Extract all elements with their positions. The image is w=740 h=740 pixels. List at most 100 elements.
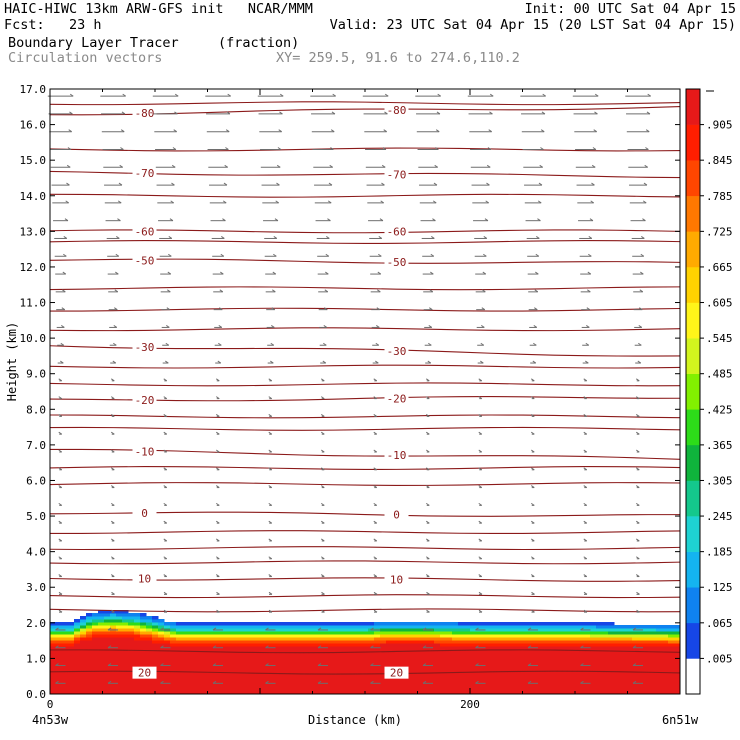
circulation-vector-head — [478, 556, 483, 560]
circulation-vector-head — [332, 93, 336, 97]
circulation-vector-head — [587, 289, 591, 293]
circulation-vector-head — [320, 485, 325, 489]
circulation-vector-head — [583, 538, 588, 542]
circulation-vector-head — [268, 538, 273, 542]
circulation-vector-head — [531, 609, 535, 613]
circulation-vector-head — [215, 467, 220, 471]
circulation-vector-head — [482, 289, 486, 293]
circulation-vector-head — [425, 574, 430, 577]
y-tick-label: 9.0 — [26, 368, 46, 381]
circulation-vector-head — [635, 485, 640, 489]
colorbar-label: .245 — [706, 510, 733, 523]
circulation-vector-head — [592, 147, 597, 150]
circulation-vector-head — [591, 164, 596, 168]
circulation-vector-head — [588, 236, 593, 239]
circulation-vector-head — [635, 538, 640, 542]
circulation-vector-head — [330, 129, 335, 133]
colorbar-label: .905 — [706, 119, 733, 132]
circulation-vector-head — [583, 502, 588, 506]
circulation-vector-head — [110, 431, 115, 435]
circulation-vector-head — [60, 342, 65, 346]
circulation-vector-head — [222, 200, 227, 204]
circulation-vector-head — [273, 253, 277, 257]
circulation-vector-head — [163, 609, 168, 613]
colorbar-swatch — [686, 266, 700, 303]
circulation-vector-head — [475, 627, 479, 631]
circulation-vector-head — [166, 307, 171, 311]
circulation-vector-head — [484, 218, 489, 222]
circulation-vector-head — [110, 378, 115, 382]
circulation-vector-head — [61, 325, 65, 328]
circulation-vector-head — [432, 200, 437, 204]
circulation-vector-head — [373, 485, 378, 489]
colorbar-swatch — [686, 516, 700, 552]
colorbar-label: .785 — [706, 190, 733, 203]
circulation-vector-head — [370, 663, 374, 666]
colorbar-swatch — [686, 302, 700, 339]
circulation-vector-head — [583, 396, 588, 400]
circulation-vector-head — [58, 591, 63, 595]
circulation-vector-head — [478, 378, 483, 382]
contour-label: -30 — [387, 345, 407, 358]
circulation-vector-head — [222, 218, 226, 222]
circulation-vector-head — [119, 164, 123, 168]
circulation-vector-head — [326, 236, 330, 239]
circulation-vector-head — [475, 645, 479, 649]
circulation-vector-head — [475, 680, 479, 684]
circulation-vector-head — [55, 645, 59, 649]
circulation-vector-head — [165, 342, 170, 346]
circulation-vector-head — [321, 609, 325, 613]
contour-line — [49, 530, 681, 535]
circulation-vector-head — [478, 413, 483, 417]
y-tick-label: 16.0 — [20, 119, 47, 132]
circulation-vector-head — [219, 289, 224, 293]
circulation-vector-head — [163, 431, 168, 435]
circulation-vector-head — [268, 485, 273, 489]
contour-label: -50 — [387, 256, 407, 269]
circulation-vector-head — [270, 342, 275, 346]
circulation-vector-head — [383, 129, 387, 133]
circulation-vector-head — [268, 556, 273, 560]
circulation-vector-head — [279, 93, 284, 97]
x-tick-label: 200 — [460, 698, 480, 711]
circulation-vector-head — [268, 609, 273, 613]
circulation-vector-head — [635, 378, 640, 382]
circulation-vector-head — [265, 645, 269, 649]
circulation-vector-head — [215, 485, 220, 489]
contour-label: -50 — [135, 254, 155, 267]
circulation-vector-head — [110, 413, 115, 417]
circulation-vector-head — [215, 396, 220, 400]
circulation-vector-head — [216, 591, 220, 595]
circulation-vector-head — [215, 538, 220, 542]
circulation-vector-head — [644, 164, 648, 168]
circulation-vector-head — [431, 236, 435, 239]
contour-label: -80 — [387, 104, 407, 117]
circulation-vector-head — [425, 431, 430, 435]
circulation-vector-head — [483, 236, 488, 239]
y-tick-label: 2.0 — [26, 617, 46, 630]
circulation-vector-head — [425, 538, 430, 542]
circulation-vector-head — [110, 396, 115, 400]
circulation-vector-head — [429, 289, 434, 293]
circulation-vector-head — [587, 271, 592, 275]
circulation-vector-head — [163, 502, 168, 506]
circulation-vector-head — [58, 396, 63, 400]
circulation-vector-head — [268, 378, 273, 382]
circulation-vector-head — [278, 129, 282, 133]
circulation-vector-head — [379, 218, 384, 222]
circulation-vector-head — [537, 200, 542, 204]
circulation-vector-head — [320, 502, 325, 506]
circulation-vector-head — [330, 147, 334, 150]
circulation-vector-head — [327, 218, 331, 222]
circulation-vector-head — [68, 129, 72, 133]
contour-label: -60 — [135, 225, 155, 238]
circulation-vector-head — [589, 218, 594, 222]
y-tick-label: 15.0 — [20, 154, 47, 167]
circulation-vector-head — [112, 360, 117, 364]
y-tick-label: 5.0 — [26, 510, 46, 523]
circulation-vector-head — [478, 609, 483, 613]
colorbar: .005 .065 .125 .185 .245 .305 .365 .425 .485 .545… — [685, 88, 733, 695]
circulation-vector-head — [219, 307, 223, 311]
circulation-vector-head — [215, 378, 220, 382]
